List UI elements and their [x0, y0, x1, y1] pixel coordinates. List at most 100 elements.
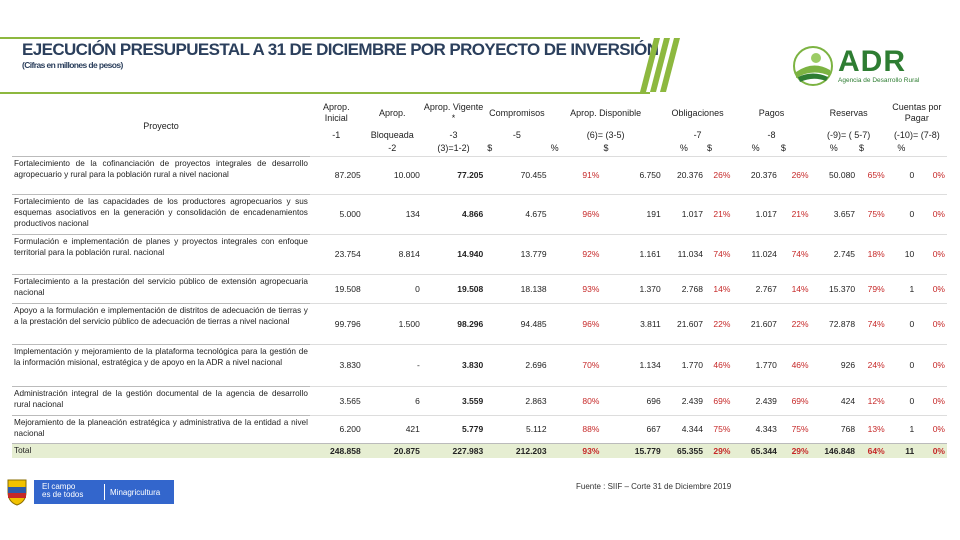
- cell-reservas-pct: 75%: [857, 193, 887, 234]
- unit-pct-obligaciones: %: [679, 143, 688, 154]
- formula-reservas: (-9)= ( 5-7): [826, 129, 871, 140]
- cell-vigente: 19.508: [421, 273, 486, 303]
- header-proyecto: Proyecto: [143, 121, 179, 132]
- cell-vigente: 77.205: [421, 155, 486, 194]
- cell-total-label: Total: [12, 442, 310, 458]
- adr-logo-icon: [793, 46, 833, 86]
- cell-total-inicial: 248.858: [309, 442, 363, 458]
- cell-pagos: 21.607: [732, 302, 779, 344]
- cell-cuentas-pct: 0%: [916, 233, 947, 274]
- cell-disponible: 191: [601, 193, 663, 234]
- banner-divider: [104, 484, 105, 500]
- table-row: Mejoramiento de la planeación estratégic…: [12, 414, 947, 443]
- cell-vigente: 5.779: [421, 414, 486, 443]
- cell-cuentas: 0: [886, 343, 917, 386]
- cell-total-cuentas-pct: 0%: [916, 442, 947, 458]
- header-aprop-inicial: Aprop. Inicial: [323, 102, 350, 123]
- header-pagos: Pagos: [758, 107, 785, 118]
- table-total-row: Total 248.858 20.875 227.983 212.203 93%…: [12, 442, 947, 458]
- header-aprop-disponible: Aprop. Disponible: [570, 107, 642, 118]
- cell-obligaciones-pct: 46%: [704, 343, 733, 386]
- table-row: Fortalecimiento de las capacidades de lo…: [12, 193, 947, 234]
- cell-inicial: 99.796: [309, 302, 363, 344]
- cell-bloqueada: 1.500: [362, 302, 422, 344]
- cell-inicial: 23.754: [309, 233, 363, 274]
- formula-obligaciones: -7: [693, 129, 702, 140]
- logo-name: ADR: [838, 45, 906, 78]
- header-reservas: Reservas: [829, 107, 868, 118]
- cell-proyecto: Fortalecimiento a la prestación del serv…: [12, 273, 310, 303]
- cell-cuentas-pct: 0%: [916, 155, 947, 194]
- cell-cuentas-pct: 0%: [916, 343, 947, 386]
- cell-pagos: 1.017: [732, 193, 779, 234]
- logo-tagline: Agencia de Desarrollo Rural: [838, 77, 920, 84]
- cell-bloqueada: 421: [362, 414, 422, 443]
- cell-disponible: 696: [601, 385, 663, 415]
- unit-dollar-obligaciones: $: [603, 143, 609, 154]
- unit-dollar-compromisos: $: [487, 143, 493, 154]
- cell-total-bloqueada: 20.875: [362, 442, 422, 458]
- cell-total-pagos: 65.344: [732, 442, 779, 458]
- cell-inicial: 19.508: [309, 273, 363, 303]
- cell-compromisos: 70.455: [485, 155, 549, 194]
- cell-vigente: 3.559: [421, 385, 486, 415]
- header-cuentas-por-pagar: Cuentas por Pagar: [892, 102, 942, 123]
- cell-cuentas: 0: [886, 155, 917, 194]
- cell-compromisos: 94.485: [485, 302, 549, 344]
- cell-compromisos-pct: 80%: [548, 385, 602, 415]
- table-row: Fortalecimiento de la cofinanciación de …: [12, 155, 947, 194]
- cell-reservas: 3.657: [810, 193, 858, 234]
- cell-total-pagos-pct: 29%: [778, 442, 811, 458]
- cell-pagos: 1.770: [732, 343, 779, 386]
- cell-vigente: 4.866: [421, 193, 486, 234]
- campaign-logo: El campo es de todos: [42, 483, 83, 499]
- cell-obligaciones-pct: 75%: [704, 414, 733, 443]
- cell-compromisos: 4.675: [485, 193, 549, 234]
- cell-compromisos-pct: 92%: [548, 233, 602, 274]
- cell-compromisos: 2.696: [485, 343, 549, 386]
- cell-pagos-pct: 26%: [778, 155, 811, 194]
- cell-obligaciones: 1.017: [662, 193, 705, 234]
- cell-cuentas-pct: 0%: [916, 302, 947, 344]
- cell-total-compromisos: 212.203: [485, 442, 549, 458]
- cell-pagos: 2.767: [732, 273, 779, 303]
- cell-disponible: 667: [601, 414, 663, 443]
- cell-pagos: 4.343: [732, 414, 779, 443]
- cell-pagos: 11.024: [732, 233, 779, 274]
- formula-disponible: (6)= (3-5): [586, 129, 625, 140]
- cell-compromisos-pct: 93%: [548, 273, 602, 303]
- cell-obligaciones-pct: 74%: [704, 233, 733, 274]
- cell-obligaciones-pct: 21%: [704, 193, 733, 234]
- formula-vigente: -3: [449, 129, 458, 140]
- cell-reservas: 72.878: [810, 302, 858, 344]
- cell-inicial: 3.830: [309, 343, 363, 386]
- cell-bloqueada: 134: [362, 193, 422, 234]
- cell-pagos: 20.376: [732, 155, 779, 194]
- cell-proyecto: Fortalecimiento de las capacidades de lo…: [12, 193, 310, 234]
- cell-obligaciones-pct: 26%: [704, 155, 733, 194]
- cell-total-obligaciones-pct: 29%: [704, 442, 733, 458]
- cell-reservas: 926: [810, 343, 858, 386]
- cell-inicial: 3.565: [309, 385, 363, 415]
- cell-compromisos: 5.112: [485, 414, 549, 443]
- unit-pct-reservas: %: [829, 143, 838, 154]
- cell-obligaciones: 11.034: [662, 233, 705, 274]
- cell-vigente: 98.296: [421, 302, 486, 344]
- page-subtitle: (Cifras en millones de pesos): [22, 60, 123, 70]
- cell-obligaciones-pct: 69%: [704, 385, 733, 415]
- cell-total-cuentas: 11: [886, 442, 917, 458]
- unit-dollar-pagos: $: [706, 143, 712, 154]
- cell-disponible: 1.134: [601, 343, 663, 386]
- cell-inicial: 87.205: [309, 155, 363, 194]
- cell-proyecto: Administración integral de la gestión do…: [12, 385, 310, 415]
- cell-pagos-pct: 46%: [778, 343, 811, 386]
- cell-disponible: 3.811: [601, 302, 663, 344]
- cell-reservas: 50.080: [810, 155, 858, 194]
- budget-table: Proyecto Aprop. Inicial Aprop. Aprop. Vi…: [12, 98, 947, 458]
- cell-total-obligaciones: 65.355: [662, 442, 705, 458]
- formula-pagos: -8: [767, 129, 776, 140]
- cell-disponible: 1.370: [601, 273, 663, 303]
- cell-compromisos-pct: 96%: [548, 302, 602, 344]
- formula-inicial: -1: [332, 129, 341, 140]
- ministry-logo: Minagricultura: [110, 488, 161, 497]
